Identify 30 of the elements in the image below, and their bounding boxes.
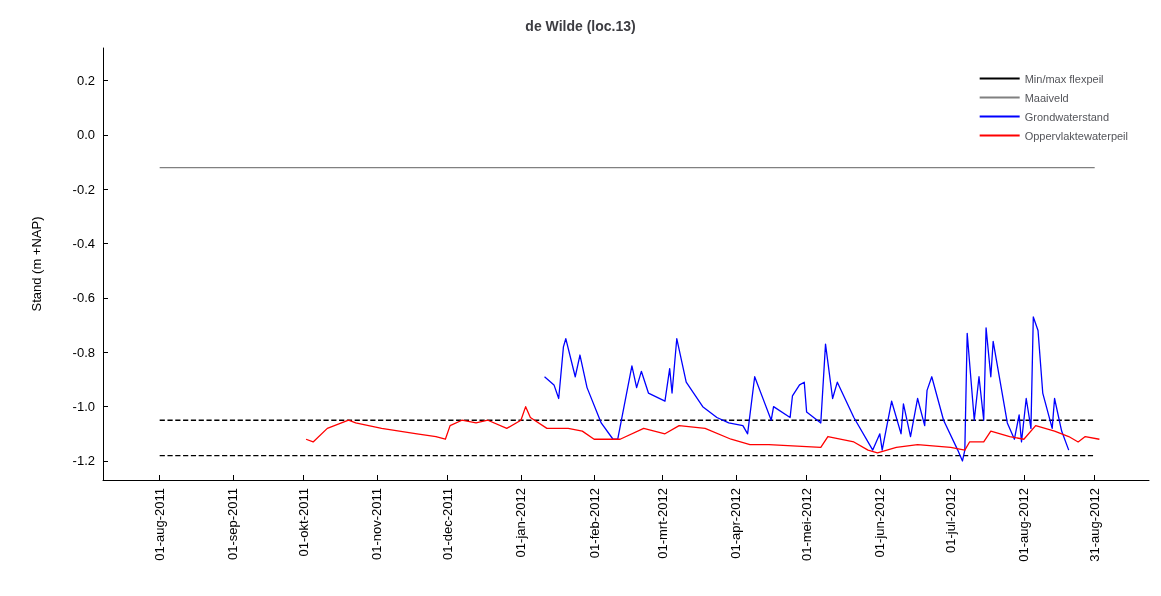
y-tick-label: 0.0: [76, 127, 95, 143]
x-tick-label: 01-nov-2011: [369, 488, 385, 561]
y-tick-label: -0.4: [72, 236, 95, 252]
x-tick-label: 01-feb-2012: [586, 488, 602, 559]
legend-label: Min/max flexpeil: [1024, 72, 1104, 85]
legend-label: Grondwaterstand: [1024, 110, 1110, 123]
x-tick-label: 01-sep-2011: [225, 488, 241, 561]
x-tick-label: 01-jul-2012: [943, 488, 959, 554]
x-tick-label: 01-mei-2012: [799, 488, 815, 561]
y-tick-label: 0.2: [76, 73, 95, 89]
y-tick-label: -0.2: [72, 181, 95, 197]
y-tick-label: -0.8: [72, 344, 95, 360]
legend-label: Oppervlaktewaterpeil: [1024, 129, 1129, 142]
x-tick-label: 31-aug-2012: [1087, 488, 1103, 562]
x-tick-label: 01-mrt-2012: [655, 488, 671, 559]
y-axis-title: Stand (m +NAP): [29, 216, 44, 312]
y-tick-label: -1.0: [72, 399, 95, 415]
y-tick-label: -1.2: [72, 453, 95, 469]
x-tick-label: 01-jan-2012: [513, 488, 529, 558]
x-tick-label: 01-dec-2011: [440, 488, 456, 561]
x-tick-label: 01-okt-2011: [296, 488, 312, 557]
x-tick-label: 01-aug-2011: [152, 488, 168, 561]
x-tick-label: 01-apr-2012: [728, 488, 744, 559]
chart-title: de Wilde (loc.13): [525, 18, 636, 34]
y-tick-label: -0.6: [72, 290, 95, 306]
x-tick-label: 01-jun-2012: [872, 488, 888, 558]
legend-label: Maaiveld: [1024, 91, 1069, 104]
x-tick-label: 01-aug-2012: [1016, 488, 1032, 562]
line-series: [543, 316, 1070, 462]
line-series: [305, 405, 1101, 454]
